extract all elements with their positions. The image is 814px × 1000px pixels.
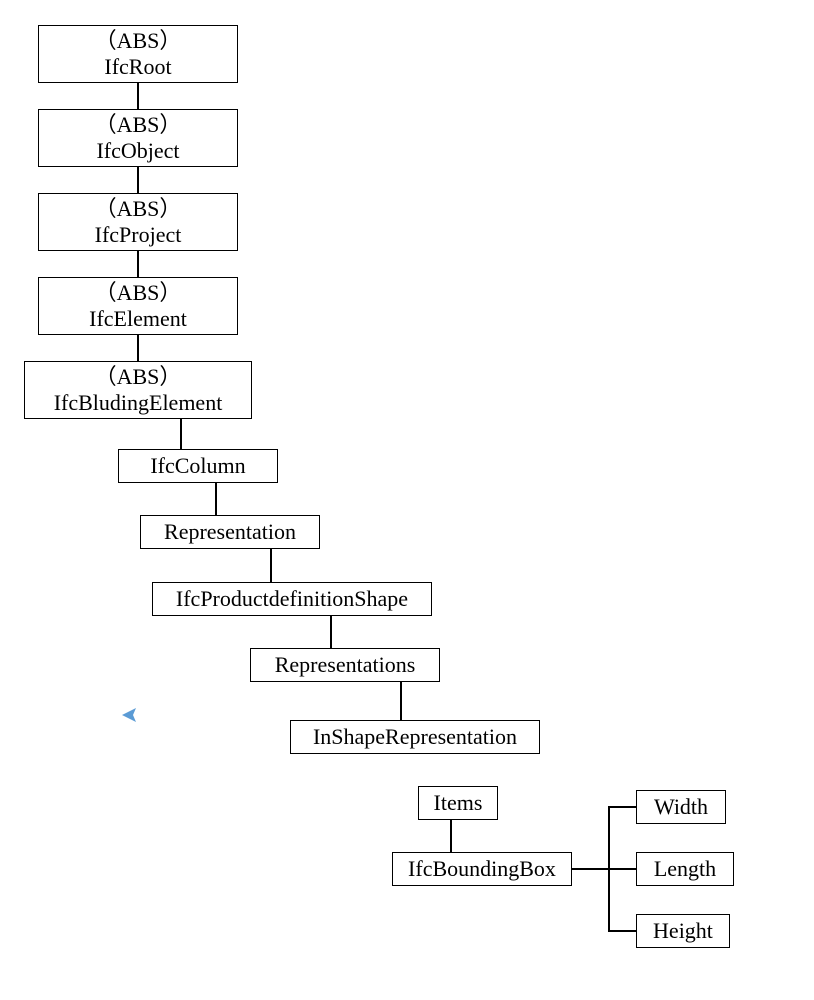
cursor-icon [122, 708, 138, 727]
connector-6 [270, 549, 272, 582]
node-line2: IfcElement [89, 306, 187, 332]
node-n4: （ABS）IfcBludingElement [24, 361, 252, 419]
connector-5 [215, 483, 217, 515]
node-line1: Representation [164, 519, 296, 545]
node-line1: Height [653, 918, 713, 944]
node-line1: （ABS） [95, 280, 182, 306]
node-line1: InShapeRepresentation [313, 724, 517, 750]
node-n8: Representations [250, 648, 440, 682]
connector-0 [137, 83, 139, 109]
node-line1: Items [434, 790, 483, 816]
connector-7 [330, 616, 332, 648]
node-line1: IfcColumn [150, 453, 245, 479]
node-line1: IfcBoundingBox [408, 856, 556, 882]
connector-9 [450, 820, 452, 852]
node-n9: InShapeRepresentation [290, 720, 540, 754]
node-n0: （ABS）IfcRoot [38, 25, 238, 83]
connector-10 [572, 868, 610, 870]
node-line1: （ABS） [95, 112, 182, 138]
node-line2: IfcRoot [104, 54, 171, 80]
connector-8 [400, 682, 402, 720]
node-n12: Width [636, 790, 726, 824]
node-line1: IfcProductdefinitionShape [176, 586, 408, 612]
connector-12 [608, 806, 636, 808]
node-line2: IfcObject [96, 138, 179, 164]
node-line2: IfcBludingElement [54, 390, 223, 416]
node-n3: （ABS）IfcElement [38, 277, 238, 335]
node-line1: （ABS） [95, 28, 182, 54]
node-n7: IfcProductdefinitionShape [152, 582, 432, 616]
node-n14: Height [636, 914, 730, 948]
connector-4 [180, 419, 182, 449]
node-line1: （ABS） [95, 364, 182, 390]
connector-3 [137, 335, 139, 361]
connector-14 [608, 930, 636, 932]
node-line1: Width [654, 794, 708, 820]
node-n1: （ABS）IfcObject [38, 109, 238, 167]
node-n2: （ABS）IfcProject [38, 193, 238, 251]
node-n10: Items [418, 786, 498, 820]
node-line1: Length [654, 856, 716, 882]
node-n5: IfcColumn [118, 449, 278, 483]
connector-13 [608, 868, 636, 870]
node-n6: Representation [140, 515, 320, 549]
node-line1: Representations [275, 652, 416, 678]
node-line1: （ABS） [95, 196, 182, 222]
node-n13: Length [636, 852, 734, 886]
node-line2: IfcProject [95, 222, 182, 248]
connector-1 [137, 167, 139, 193]
connector-2 [137, 251, 139, 277]
node-n11: IfcBoundingBox [392, 852, 572, 886]
